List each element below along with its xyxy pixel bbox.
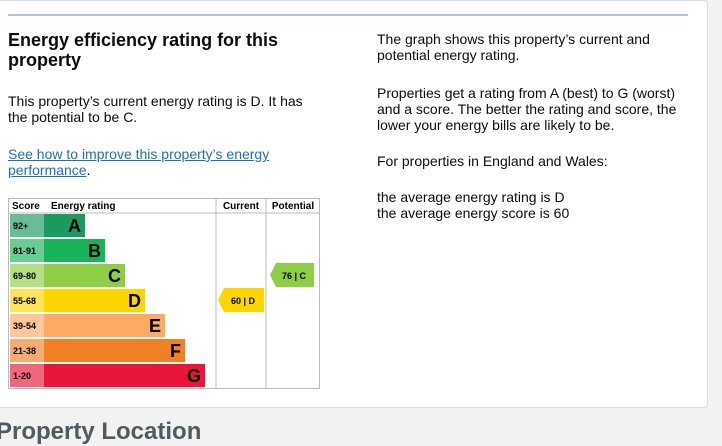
band-bar xyxy=(10,339,185,362)
score-range: 21-38 xyxy=(13,346,36,356)
page: Energy efficiency rating for this proper… xyxy=(0,0,708,445)
band-bar xyxy=(10,264,125,287)
score-range: 69-80 xyxy=(13,271,36,281)
score-cell xyxy=(10,289,44,312)
epc-graph: Score Energy rating Current Potential 60… xyxy=(8,198,320,389)
score-cell xyxy=(10,214,44,237)
link-suffix: . xyxy=(86,162,91,178)
band-bar xyxy=(10,214,85,237)
heading: Energy efficiency rating for this proper… xyxy=(8,30,279,70)
current-arrow xyxy=(218,288,264,312)
next-heading: Property Location xyxy=(0,418,202,445)
band-letter: B xyxy=(88,241,101,261)
header: Current xyxy=(223,201,260,212)
score-range: 92+ xyxy=(13,221,28,231)
summary: This property’s current energy rating is… xyxy=(8,93,303,125)
band-letter: F xyxy=(170,341,181,361)
score-range: 81-91 xyxy=(13,246,36,256)
band-letter: E xyxy=(149,316,161,336)
improve-link[interactable]: See how to improve this property’s energ… xyxy=(8,146,270,178)
band-letter: D xyxy=(128,291,141,311)
graph-frame xyxy=(8,198,320,389)
score-range: 1-20 xyxy=(13,371,31,381)
score-cell xyxy=(10,364,44,387)
score-cell xyxy=(10,264,44,287)
info-text: Properties get a rating from A (best) to… xyxy=(377,85,677,133)
band-bar xyxy=(10,289,145,312)
band-bar xyxy=(10,239,105,262)
header: Score xyxy=(12,201,40,212)
potential-label: 76 | C xyxy=(282,271,307,281)
info-text: the average energy score is 60 xyxy=(377,205,570,221)
band-letter: A xyxy=(68,216,81,236)
score-cell xyxy=(10,239,44,262)
current-label: 60 | D xyxy=(231,296,256,306)
band-letter: G xyxy=(187,366,201,386)
band-letter: C xyxy=(108,266,121,286)
band-bar xyxy=(10,314,165,337)
potential-arrow xyxy=(270,263,314,287)
header: Energy rating xyxy=(51,201,115,212)
score-cell xyxy=(10,339,44,362)
info-text: For properties in England and Wales: xyxy=(377,153,608,169)
score-range: 55-68 xyxy=(13,296,36,306)
info-text: the average energy rating is D xyxy=(377,189,565,205)
header: Potential xyxy=(272,201,314,212)
link-line: See how to improve this property’s energ… xyxy=(8,146,308,178)
score-cell xyxy=(10,314,44,337)
band-bar xyxy=(10,364,205,387)
info-text: The graph shows this property’s current … xyxy=(377,31,650,63)
divider xyxy=(8,14,688,16)
score-range: 39-54 xyxy=(13,321,36,331)
